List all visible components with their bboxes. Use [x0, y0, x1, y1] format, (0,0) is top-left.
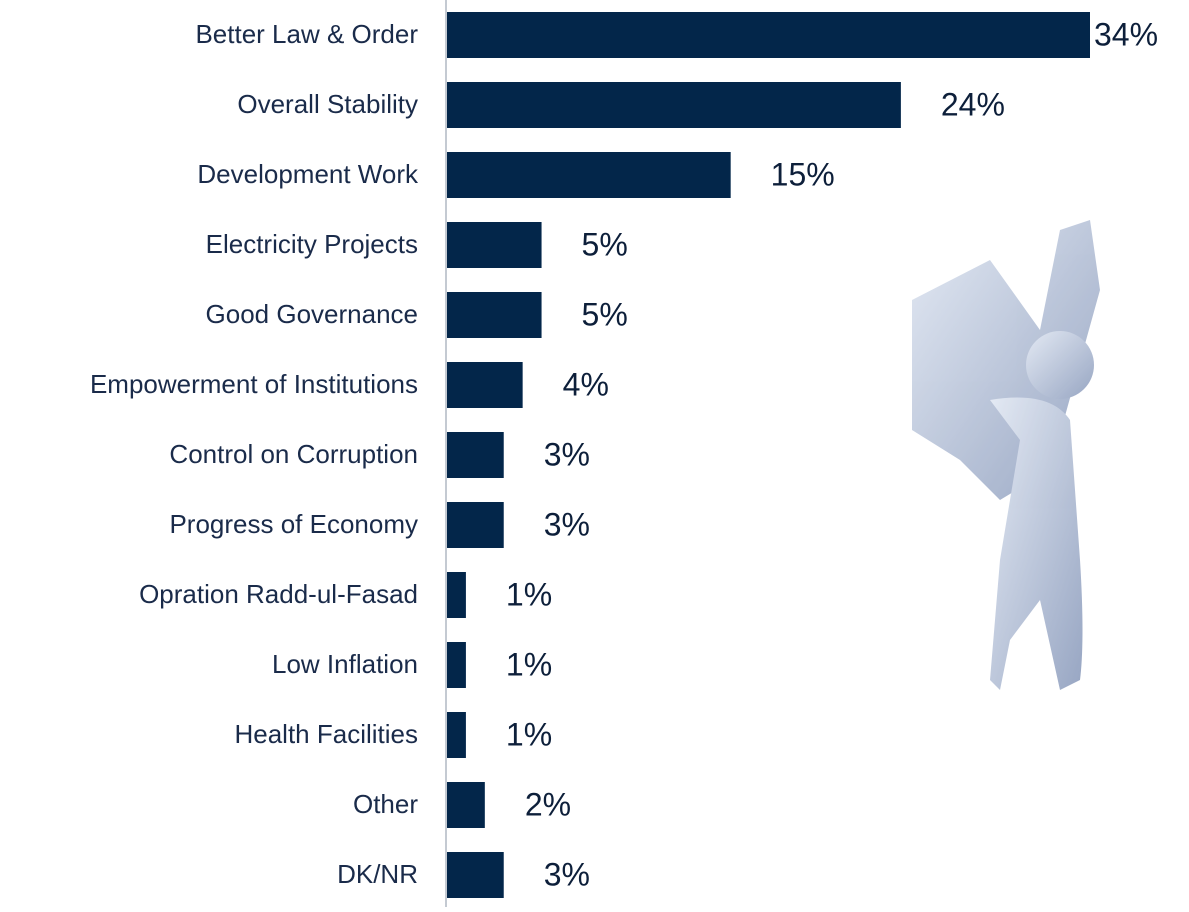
category-label: DK/NR	[337, 859, 418, 889]
bar	[447, 152, 731, 198]
bar	[447, 292, 542, 338]
bar	[447, 222, 542, 268]
bar	[447, 82, 901, 128]
bar	[447, 502, 504, 548]
bar	[447, 572, 466, 618]
value-label: 3%	[544, 436, 590, 472]
value-label: 34%	[1094, 16, 1158, 52]
bar	[447, 782, 485, 828]
bar	[447, 362, 523, 408]
category-label: Other	[353, 789, 418, 819]
value-label: 3%	[544, 506, 590, 542]
category-label: Development Work	[197, 159, 419, 189]
category-label: Health Facilities	[234, 719, 418, 749]
category-label: Opration Radd-ul-Fasad	[139, 579, 418, 609]
bar	[447, 432, 504, 478]
category-label: Empowerment of Institutions	[90, 369, 418, 399]
page: {"chart_data": {"type": "hbar", "categor…	[0, 0, 1189, 907]
bar	[447, 12, 1090, 58]
category-label: Good Governance	[206, 299, 418, 329]
value-label: 4%	[563, 366, 609, 402]
value-label: 3%	[544, 856, 590, 892]
value-label: 15%	[771, 156, 835, 192]
chart: Better Law & Order 34% Overall Stability 24…	[0, 0, 1189, 907]
value-label: 1%	[506, 576, 552, 612]
value-label: 24%	[941, 86, 1005, 122]
category-label: Low Inflation	[272, 649, 418, 679]
bar	[447, 642, 466, 688]
value-label: 5%	[582, 226, 628, 262]
value-label: 5%	[582, 296, 628, 332]
value-label: 2%	[525, 786, 571, 822]
category-label: Control on Corruption	[169, 439, 418, 469]
bar	[447, 712, 466, 758]
decoration	[912, 220, 1100, 690]
category-label: Better Law & Order	[195, 19, 418, 49]
category-label: Overall Stability	[237, 89, 418, 119]
value-label: 1%	[506, 646, 552, 682]
category-label: Electricity Projects	[206, 229, 418, 259]
bar	[447, 852, 504, 898]
value-label: 1%	[506, 716, 552, 752]
category-label: Progress of Economy	[169, 509, 418, 539]
